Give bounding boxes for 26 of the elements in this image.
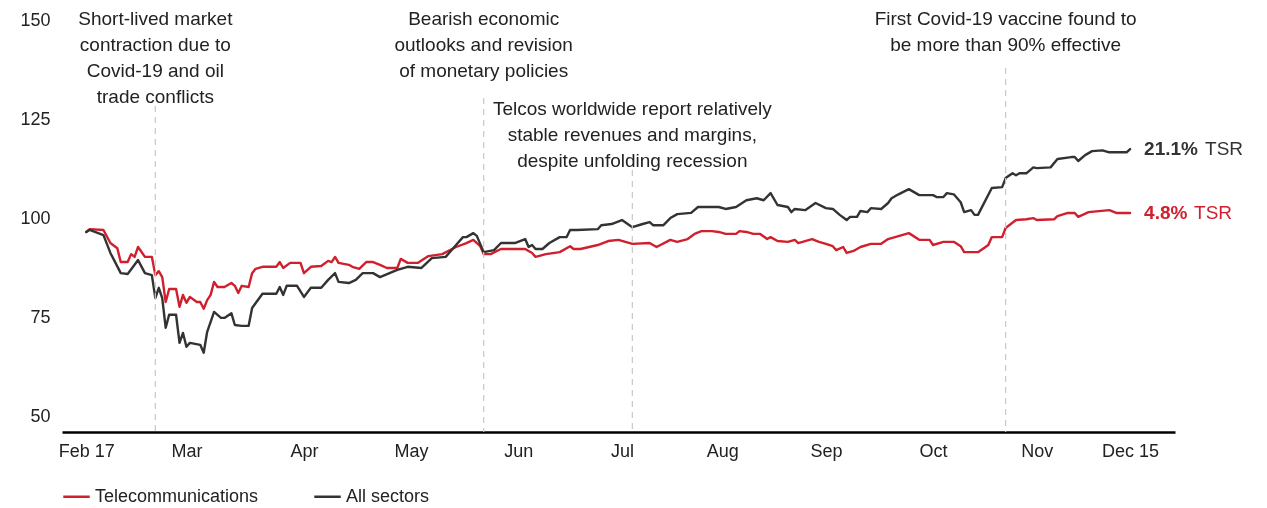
y-tick-label: 75 (30, 306, 51, 327)
y-tick-label: 150 (20, 9, 51, 30)
x-tick-label: Aug (706, 440, 739, 461)
x-tick-label: Feb 17 (58, 440, 115, 461)
ref-line-label: First Covid-19 vaccine found to be more than 90% effective (874, 8, 1137, 55)
annotation: 21.1% TSR (1144, 138, 1244, 160)
x-tick-label: Sep (810, 440, 843, 461)
ref-line-label: Telcos worldwide report relatively stable revenues and margins, despite unfolding recession (492, 98, 773, 171)
x-tick-label: Jul (610, 440, 634, 461)
y-tick-label: 50 (30, 405, 51, 426)
legend-label: Telecommunications (95, 485, 259, 506)
x-tick-label: Oct (919, 440, 948, 461)
x-tick-label: May (394, 440, 429, 461)
x-tick-label: Dec 15 (1102, 440, 1160, 461)
ref-line-label: Bearish economic outlooks and revision of monetary policies (394, 8, 573, 81)
x-tick-label: Nov (1021, 440, 1054, 461)
annotation: 4.8% TSR (1144, 201, 1233, 223)
y-tick-label: 125 (20, 108, 51, 129)
x-tick-label: Jun (504, 440, 534, 461)
x-tick-label: Mar (171, 440, 203, 461)
legend-label: All sectors (346, 485, 430, 506)
ref-line-label: Short-lived market contraction due to Covid-19 and oil trade conflicts (78, 8, 234, 107)
x-tick-label: Apr (290, 440, 319, 461)
line-series (85, 147, 1132, 354)
line-series (85, 208, 1132, 310)
y-tick-label: 100 (20, 207, 51, 228)
